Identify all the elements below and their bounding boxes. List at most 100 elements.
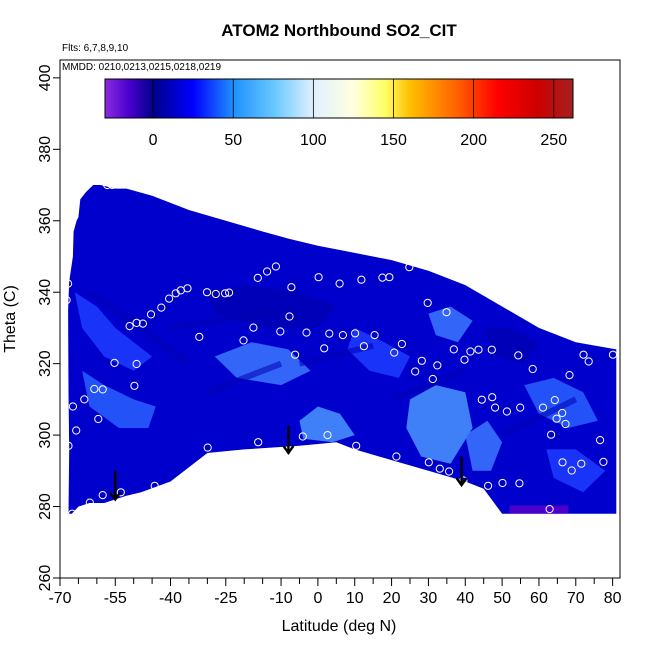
sample-point: [146, 310, 156, 319]
field-patch-8: [483, 327, 539, 364]
field-patch-11: [428, 306, 473, 343]
sample-point: [577, 459, 586, 468]
sample-point: [357, 275, 366, 284]
sample-point: [435, 464, 444, 473]
field-patch-3: [214, 342, 311, 386]
y-tick-label: 300: [37, 422, 54, 449]
sample-point: [203, 443, 212, 452]
flights-label: Flts: 6,7,8,9,10: [62, 43, 129, 54]
x-tick-label: 20: [383, 590, 401, 607]
sample-point: [405, 263, 414, 272]
x-tick-label: 10: [346, 590, 364, 607]
sample-point: [514, 351, 523, 360]
sample-point: [545, 505, 554, 514]
sample-point: [491, 403, 500, 412]
colorbar-tick-label: 250: [540, 132, 567, 149]
sample-point: [516, 403, 525, 412]
sample-point: [80, 395, 89, 404]
sample-point: [474, 345, 483, 354]
sample-point: [352, 441, 361, 450]
y-tick-label: 280: [37, 493, 54, 520]
sample-point: [484, 481, 493, 490]
field-patch-6: [406, 385, 473, 464]
y-axis: 260 280 300 320 340 360 380 400: [37, 64, 60, 591]
sample-point: [239, 336, 248, 345]
sample-point: [132, 359, 141, 369]
sample-point: [338, 331, 347, 340]
x-axis: -70 -55 -40 -25 -10 0 10 20 30 40 50 60 70 80: [48, 578, 622, 607]
sample-point: [550, 396, 559, 405]
sample-point: [211, 289, 220, 299]
sample-point: [567, 466, 576, 475]
sample-point: [98, 491, 107, 500]
field-streak-5: [500, 396, 578, 438]
sample-point: [276, 327, 285, 336]
x-tick-label: 30: [420, 590, 438, 607]
x-tick-label: -55: [104, 590, 127, 607]
sample-point: [94, 414, 103, 424]
field-patch-5: [347, 327, 410, 378]
colorbar-tick-label: 200: [460, 132, 487, 149]
y-tick-label: 360: [37, 207, 54, 234]
sample-point: [579, 350, 588, 359]
x-tick-label: 40: [456, 590, 474, 607]
y-axis-title: Theta (C): [2, 285, 19, 353]
sample-point: [183, 284, 192, 293]
sample-point: [547, 430, 556, 439]
sample-point: [488, 393, 497, 402]
sample-point: [85, 498, 94, 507]
sample-point: [423, 298, 432, 307]
sample-point: [202, 288, 212, 297]
sample-point: [558, 408, 567, 418]
y-tick-label: 320: [37, 350, 54, 377]
field-patch-0: [74, 292, 153, 371]
sample-point: [397, 339, 406, 349]
sample-point: [561, 419, 570, 429]
sample-point: [66, 218, 75, 227]
sample-point: [325, 329, 334, 338]
sample-point: [221, 289, 230, 298]
flight-arrow-0: [109, 470, 122, 502]
sample-point: [487, 345, 496, 354]
sample-point: [359, 342, 368, 351]
sample-point: [596, 436, 605, 445]
sample-point: [62, 296, 71, 305]
sample-point: [351, 329, 360, 338]
chart-title: ATOM2 Northbound SO2_CIT: [221, 21, 457, 40]
y-tick-label: 400: [37, 64, 54, 91]
sample-point: [538, 403, 548, 412]
sample-point: [254, 438, 263, 447]
sample-point: [116, 488, 125, 497]
y-tick-label: 260: [37, 565, 54, 592]
y-tick-label: 380: [37, 136, 54, 163]
sample-point: [68, 509, 77, 518]
field-streak-1: [139, 325, 191, 367]
dates-label: MMDD: 0210,0213,0215,0218,0219: [62, 62, 221, 73]
sample-point: [599, 457, 608, 466]
y-tick-label: 340: [37, 279, 54, 306]
sample-point: [335, 279, 344, 288]
sample-point: [515, 479, 524, 488]
x-tick-label: -10: [269, 590, 292, 607]
sample-point: [253, 273, 262, 282]
x-tick-label: -25: [214, 590, 237, 607]
sample-point: [584, 357, 593, 366]
sample-point: [125, 322, 134, 331]
sample-point: [263, 267, 272, 276]
colorbar-tick-label: 0: [149, 132, 158, 149]
sample-point: [424, 458, 433, 467]
sample-point: [498, 478, 507, 488]
x-tick-label: -70: [48, 590, 71, 607]
sample-point: [323, 431, 332, 440]
sample-point: [287, 283, 296, 292]
sample-point: [370, 331, 379, 340]
sample-point: [249, 323, 258, 332]
field-streak-2: [170, 307, 282, 331]
sample-point: [110, 358, 119, 367]
sample-point: [291, 350, 300, 359]
sample-point: [442, 308, 451, 317]
x-axis-title: Latitude (deg N): [282, 618, 397, 635]
sample-point: [138, 319, 147, 328]
sample-point: [298, 432, 307, 441]
sample-point: [411, 367, 420, 376]
